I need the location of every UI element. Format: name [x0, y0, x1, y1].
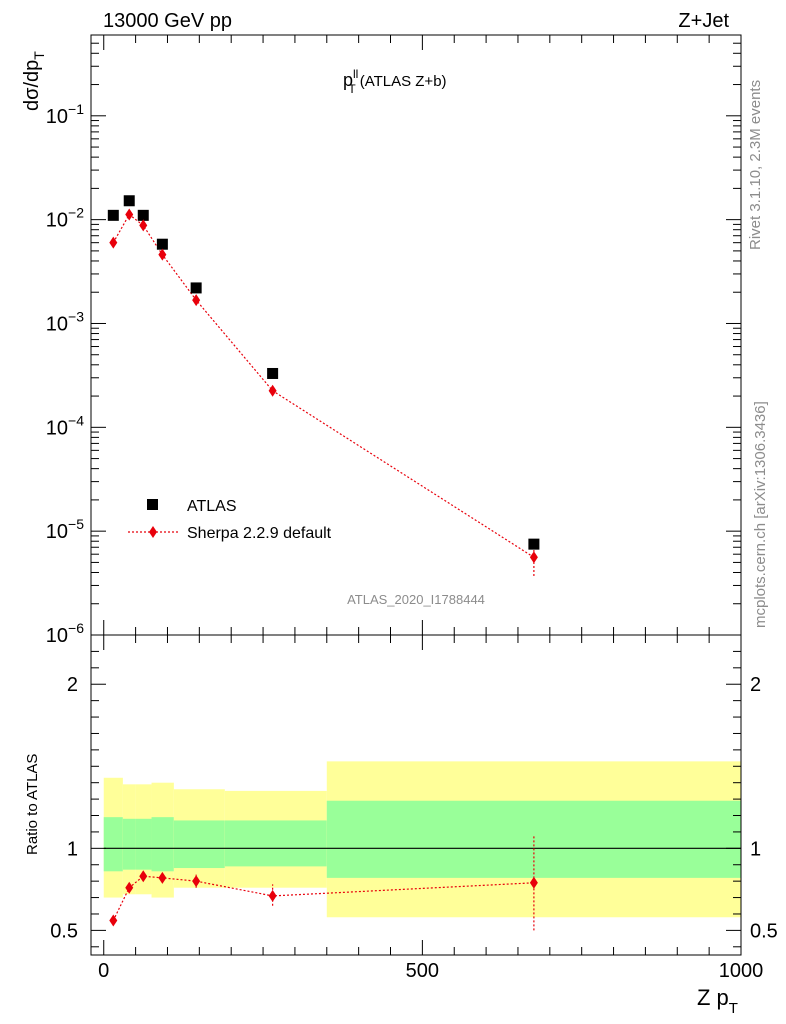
- main-panel: [90, 34, 742, 636]
- atlas-data-point: [107, 209, 119, 221]
- main-y-axis-label: dσ/dpT: [21, 51, 47, 111]
- ratio-band-inner: [224, 820, 327, 867]
- main-y-tick-label: 10−6: [46, 620, 84, 647]
- ratio-tick-labels: 0.5 0.5 1 1 2 2 0 500 1000: [50, 674, 778, 982]
- ratio-sherpa-point: [125, 881, 134, 894]
- ratio-axis-ticks: [90, 634, 742, 956]
- sherpa-data-point: [192, 294, 201, 307]
- ratio-y-tick-label-left: 1: [67, 838, 78, 860]
- sherpa-data-point: [529, 551, 538, 564]
- main-y-tick-label: 10−4: [46, 412, 84, 439]
- main-y-tick-label: 10−1: [46, 101, 84, 128]
- ratio-sherpa-point: [139, 870, 148, 883]
- main-frame: [90, 34, 742, 636]
- x-tick-label: 1000: [719, 960, 764, 982]
- ratio-y-tick-label-right: 0.5: [750, 920, 778, 942]
- rivet-version-label: Rivet 3.1.10, 2.3M events: [747, 80, 764, 250]
- ratio-data-layer: [109, 835, 538, 931]
- ratio-y-tick-label-left: 2: [67, 674, 78, 696]
- ratio-sherpa-point: [158, 871, 167, 884]
- sherpa-data-point: [268, 384, 277, 397]
- atlas-data-point: [137, 209, 149, 221]
- atlas-data-point: [156, 238, 168, 250]
- analysis-watermark: ATLAS_2020_I1788444: [347, 592, 485, 607]
- ratio-band-inner: [173, 820, 225, 869]
- ratio-y-tick-label-right: 2: [750, 674, 761, 696]
- ratio-frame: [90, 634, 742, 956]
- ratio-y-tick-label-left: 0.5: [50, 920, 78, 942]
- main-y-tick-label: 10−2: [46, 205, 84, 232]
- ratio-y-tick-label-right: 1: [750, 838, 761, 860]
- ratio-sherpa-point: [109, 914, 118, 927]
- ratio-sherpa-point: [529, 876, 538, 889]
- ratio-sherpa-point: [192, 875, 201, 888]
- ratio-band-inner: [103, 817, 123, 872]
- x-tick-label: 500: [406, 960, 439, 982]
- source-label: mcplots.cern.ch [arXiv:1306.3436]: [752, 401, 769, 628]
- sherpa-data-point: [158, 248, 167, 261]
- sherpa-data-point: [109, 236, 118, 249]
- ratio-band-inner: [122, 818, 136, 870]
- legend: ATLAS Sherpa 2.2.9 default: [128, 498, 332, 542]
- legend-marker-atlas: [147, 499, 158, 510]
- x-tick-label: 0: [98, 960, 109, 982]
- main-y-tick-label: 10−5: [46, 516, 84, 543]
- ratio-bands: [103, 761, 741, 918]
- atlas-data-point: [190, 282, 202, 294]
- atlas-data-point: [267, 367, 279, 379]
- legend-label-atlas: ATLAS: [187, 498, 237, 515]
- ratio-y-axis-label: Ratio to ATLAS: [24, 754, 41, 855]
- atlas-data-point: [123, 195, 135, 207]
- legend-marker-sherpa: [149, 526, 157, 538]
- main-data-layer: [107, 195, 540, 576]
- ratio-band-inner: [135, 818, 152, 870]
- x-axis-label: Z pT: [697, 985, 738, 1017]
- ratio-sherpa-point: [268, 889, 277, 902]
- energy-label: 13000 GeV pp: [103, 10, 232, 32]
- process-label: Z+Jet: [678, 10, 729, 32]
- sherpa-data-point: [125, 208, 134, 221]
- main-y-tick-labels: 10−6 10−5 10−4 10−3 10−2 10−1: [46, 101, 84, 647]
- main-y-tick-label: 10−3: [46, 308, 84, 335]
- sherpa-data-point: [139, 219, 148, 232]
- ratio-band-inner: [151, 817, 174, 872]
- legend-label-sherpa: Sherpa 2.2.9 default: [187, 525, 332, 542]
- main-axis-ticks: [91, 35, 742, 636]
- atlas-data-point: [528, 538, 540, 550]
- plot-title: pll T (ATLAS Z+b): [343, 67, 447, 96]
- sherpa-line: [112, 213, 535, 558]
